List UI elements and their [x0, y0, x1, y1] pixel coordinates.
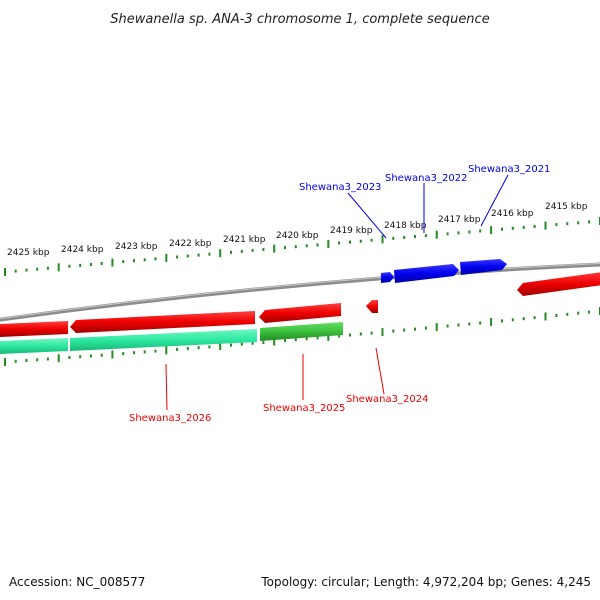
teal-feature-left[interactable]	[0, 338, 68, 354]
gene-arrow-shewana3-2024[interactable]	[366, 300, 378, 313]
scale-label: 2416 kbp	[491, 209, 534, 219]
reverse-strand-genes	[0, 271, 600, 337]
gene-label-2021[interactable]: Shewana3_2021	[468, 164, 550, 175]
chromosome-backbone	[0, 262, 600, 322]
scale-label: 2420 kbp	[276, 231, 319, 241]
leader-line-2021	[480, 174, 509, 227]
scale-label: 2415 kbp	[545, 202, 588, 212]
accession-text: Accession: NC_008577	[9, 575, 145, 589]
leader-line-2023	[347, 192, 387, 239]
scale-label: 2422 kbp	[169, 239, 212, 249]
scale-label: 2419 kbp	[330, 226, 373, 236]
feature-tracks	[0, 322, 343, 354]
teal-feature-main[interactable]	[70, 329, 257, 351]
scale-label: 2417 kbp	[438, 215, 481, 225]
scale-label: 2424 kbp	[61, 245, 104, 255]
gene-arrow-shewana3-2021[interactable]	[460, 259, 507, 275]
gene-arrow-shewana3-2025[interactable]	[259, 303, 341, 323]
gene-arrow-shewana3-2022[interactable]	[394, 264, 459, 283]
scale-label: 2425 kbp	[7, 248, 50, 258]
scale-label: 2418 kbp	[384, 221, 427, 231]
leader-line-2026	[165, 363, 168, 411]
upper-scale-track	[4, 217, 600, 276]
gene-arrow-shewana3-2023[interactable]	[381, 272, 394, 283]
map-title: Shewanella sp. ANA-3 chromosome 1, compl…	[110, 12, 489, 27]
gene-label-2023[interactable]: Shewana3_2023	[299, 182, 381, 193]
gene-label-2022[interactable]: Shewana3_2022	[385, 173, 467, 184]
summary-text: Topology: circular; Length: 4,972,204 bp…	[260, 575, 591, 589]
scale-labels: 2425 kbp 2424 kbp 2423 kbp 2422 kbp 2421…	[7, 202, 588, 258]
gene-label-2024[interactable]: Shewana3_2024	[346, 394, 428, 405]
leader-line-2024	[375, 347, 385, 395]
gene-arrow-shewana3-2026[interactable]	[70, 311, 255, 333]
gene-arrow-left-partial[interactable]	[0, 321, 68, 337]
gene-label-2025[interactable]: Shewana3_2025	[263, 403, 345, 414]
lower-scale-track	[4, 307, 600, 366]
scale-label: 2423 kbp	[115, 242, 158, 252]
forward-strand-genes	[381, 259, 507, 283]
gene-label-2026[interactable]: Shewana3_2026	[129, 413, 211, 424]
green-feature[interactable]	[260, 322, 343, 341]
label-leader-lines	[165, 174, 509, 411]
chromosome-backbone-highlight	[0, 262, 600, 320]
gene-labels: Shewana3_2023 Shewana3_2022 Shewana3_202…	[129, 164, 550, 424]
scale-label: 2421 kbp	[223, 235, 266, 245]
gene-arrow-right-partial[interactable]	[517, 271, 600, 296]
